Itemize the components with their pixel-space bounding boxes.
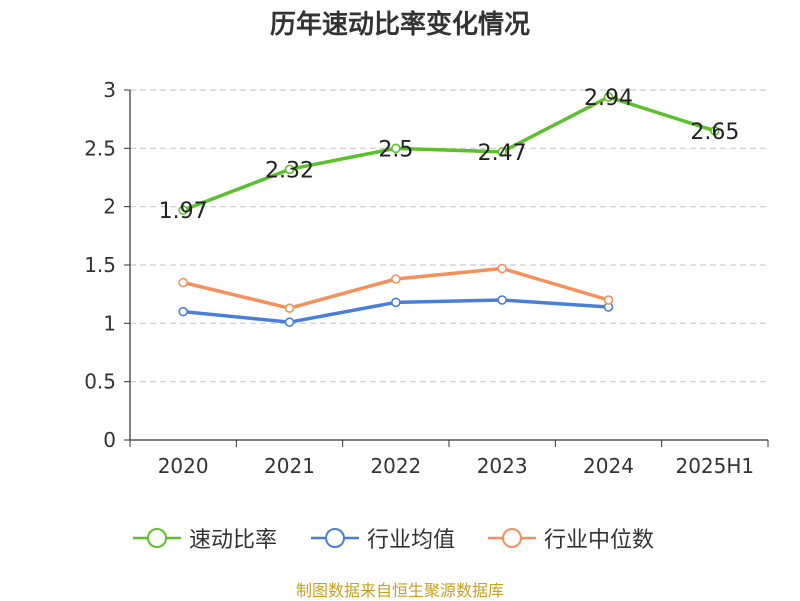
data-point [391, 297, 401, 308]
y-tick-label: 1 [103, 311, 116, 335]
data-point [603, 295, 614, 305]
y-tick-label: 0.5 [84, 370, 116, 394]
data-label: 2.94 [584, 86, 633, 111]
y-tick-label: 3 [103, 78, 116, 102]
series-line [182, 95, 716, 212]
legend-item[interactable]: 行业均值 [311, 520, 455, 556]
data-point [284, 317, 295, 327]
y-tick-label: 2 [103, 195, 116, 219]
data-label: 2.65 [690, 120, 739, 145]
data-label: 1.97 [159, 199, 208, 224]
x-tick-label: 2021 [264, 454, 315, 478]
data-point [497, 263, 507, 274]
legend-item[interactable]: 行业中位数 [488, 520, 654, 556]
series-lines [178, 92, 720, 327]
x-tick-label: 2024 [583, 454, 634, 478]
legend-label: 行业均值 [367, 528, 456, 553]
y-tick-label: 2.5 [84, 136, 116, 160]
legend-line-circle-icon [133, 528, 181, 548]
chart-title: 历年速动比率变化情况 [269, 10, 530, 40]
grid-lines [130, 89, 768, 383]
data-point [497, 295, 507, 305]
data-point [391, 143, 401, 154]
legend: 速动比率 行业均值 行业中位数 [0, 520, 800, 556]
data-point [178, 306, 188, 317]
data-point [284, 164, 295, 175]
legend-line-circle-icon [488, 528, 536, 548]
data-label: 2.5 [378, 137, 413, 162]
data-point [178, 277, 188, 288]
legend-label: 速动比率 [189, 528, 278, 553]
y-tick-label: 1.5 [84, 253, 116, 277]
source-note: 制图数据来自恒生聚源数据库 [295, 581, 504, 600]
legend-item[interactable]: 速动比率 [133, 520, 277, 556]
data-point [391, 274, 401, 284]
axes: 0 0.5 1 1.5 2 2.5 3 2020 2021 2022 2023 2024 2025H1 [84, 78, 769, 478]
y-tick-label: 0 [103, 428, 116, 452]
data-point [603, 92, 614, 102]
data-point [178, 205, 188, 215]
x-tick-label: 2020 [158, 454, 209, 478]
data-labels: 1.97 2.32 2.5 2.47 2.94 2.65 [159, 86, 740, 224]
data-point [710, 126, 720, 136]
legend-label: 行业中位数 [544, 528, 655, 553]
legend-line-circle-icon [311, 528, 359, 548]
data-label: 2.32 [265, 158, 314, 183]
x-tick-label: 2025H1 [675, 454, 754, 478]
data-label: 2.47 [478, 141, 527, 166]
x-tick-label: 2023 [477, 454, 528, 478]
data-point [497, 147, 507, 157]
data-point [284, 303, 295, 313]
x-tick-label: 2022 [370, 454, 421, 478]
